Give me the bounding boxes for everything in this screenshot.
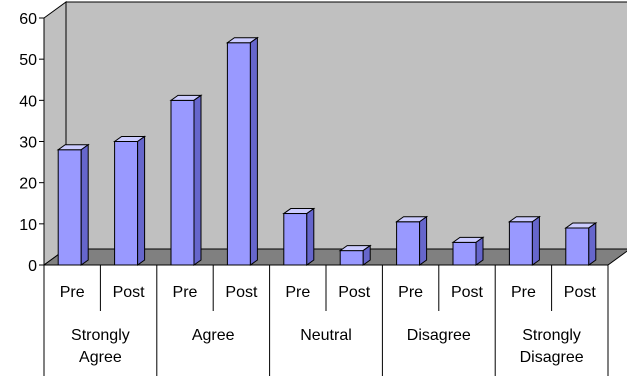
x-category-label: Post bbox=[451, 284, 484, 301]
bar-front bbox=[452, 241, 477, 266]
bar-front bbox=[170, 99, 195, 266]
x-group-label: Disagree bbox=[520, 349, 584, 366]
bar bbox=[451, 236, 485, 266]
bar bbox=[113, 135, 147, 266]
bar bbox=[169, 94, 203, 266]
bar-front bbox=[57, 149, 82, 266]
bar-side bbox=[531, 215, 540, 266]
x-category-label: Post bbox=[564, 284, 597, 301]
x-category-label: Pre bbox=[511, 284, 536, 301]
bar-side bbox=[193, 94, 202, 266]
bar-side bbox=[306, 207, 315, 266]
x-group-label: Neutral bbox=[300, 327, 352, 344]
x-category-label: Pre bbox=[398, 284, 423, 301]
bar-side bbox=[419, 215, 428, 266]
x-category-label: Pre bbox=[285, 284, 310, 301]
bar-front bbox=[226, 42, 251, 266]
bar bbox=[338, 244, 372, 266]
x-category-label: Post bbox=[338, 284, 371, 301]
bar-front bbox=[396, 221, 421, 266]
x-group-label: Strongly bbox=[71, 327, 130, 344]
x-axis-labels: Pre Post Strongly Agree Pre Post Agree Pre Post N… bbox=[43, 265, 609, 376]
x-category-label: Post bbox=[113, 284, 146, 301]
bar bbox=[507, 215, 541, 266]
back-wall bbox=[65, 1, 627, 250]
y-tick-label: 0 bbox=[28, 258, 37, 275]
x-category-label: Post bbox=[225, 284, 258, 301]
bar-side bbox=[137, 135, 146, 266]
bar-side bbox=[475, 236, 484, 266]
x-group-label: Agree bbox=[79, 349, 122, 366]
bar bbox=[56, 143, 90, 266]
x-group-label: Disagree bbox=[407, 327, 471, 344]
y-tick-label: 10 bbox=[19, 217, 37, 234]
x-group-label: Agree bbox=[192, 327, 235, 344]
x-group-label: Strongly bbox=[522, 327, 581, 344]
y-tick-label: 50 bbox=[19, 52, 37, 69]
y-tick-label: 40 bbox=[19, 93, 37, 110]
x-category-label: Pre bbox=[173, 284, 198, 301]
bar-side bbox=[249, 36, 258, 266]
bar-front bbox=[565, 227, 590, 266]
bar-side bbox=[588, 221, 597, 266]
bar-front bbox=[339, 250, 364, 266]
bar-front bbox=[283, 213, 308, 266]
chart-bars bbox=[56, 36, 598, 266]
y-tick-label: 20 bbox=[19, 176, 37, 193]
y-tick-label: 30 bbox=[19, 135, 37, 152]
bar-side bbox=[362, 244, 371, 266]
bar-front bbox=[114, 141, 139, 266]
bar-side bbox=[80, 143, 89, 266]
bar bbox=[282, 207, 316, 266]
x-category-label: Pre bbox=[60, 284, 85, 301]
bar bbox=[395, 215, 429, 266]
bar-front bbox=[508, 221, 533, 266]
bar bbox=[564, 221, 598, 266]
y-tick-label: 60 bbox=[19, 11, 37, 28]
bar bbox=[225, 36, 259, 266]
